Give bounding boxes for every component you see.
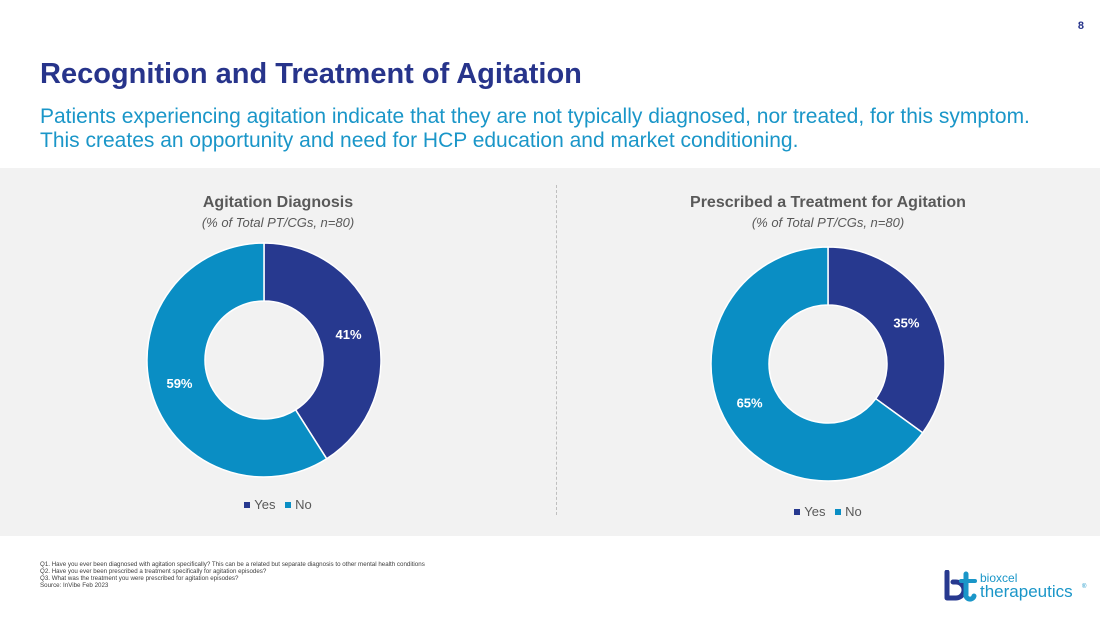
donut-slice-no — [146, 242, 328, 478]
page-subtitle: Patients experiencing agitation indicate… — [40, 105, 1030, 152]
legend-label-yes: Yes — [254, 497, 276, 512]
page-title: Recognition and Treatment of Agitation — [40, 58, 582, 90]
data-label-no: 59% — [166, 376, 192, 391]
chart-divider — [556, 185, 557, 515]
chart-title: Prescribed a Treatment for Agitation — [690, 194, 966, 211]
chart-subtitle: (% of Total PT/CGs, n=80) — [751, 215, 905, 230]
chart-prescribed-treatment: Prescribed a Treatment for Agitation (% … — [556, 168, 1100, 536]
chart-legend: Yes No — [0, 497, 556, 512]
donut-slice-yes — [827, 246, 946, 434]
data-label-yes: 41% — [335, 327, 361, 342]
legend-item-no: No — [285, 497, 312, 512]
logo-registered-mark: ® — [1082, 584, 1087, 590]
chart-legend: Yes No — [556, 504, 1100, 519]
donut-slice-no — [710, 246, 924, 482]
legend-label-no: No — [845, 504, 862, 519]
logo-text-bioxcel: bioxcel — [980, 571, 1018, 585]
donut-slice-yes — [263, 242, 382, 460]
data-label-no: 65% — [737, 395, 763, 410]
footnote-q1: Q1. Have you ever been diagnosed with ag… — [40, 561, 425, 568]
legend-swatch-no — [835, 508, 842, 515]
legend-swatch-no — [285, 501, 292, 508]
footnote-q3: Q3. What was the treatment you were pres… — [40, 575, 239, 582]
page-number: 8 — [1077, 20, 1084, 32]
donut-chart: 41% 59% — [146, 242, 382, 478]
footnotes: Q1. Have you ever been diagnosed with ag… — [40, 561, 740, 589]
legend-label-yes: Yes — [804, 504, 826, 519]
chart-title: Agitation Diagnosis — [202, 194, 354, 211]
chart-subtitle: (% of Total PT/CGs, n=80) — [201, 215, 355, 230]
legend-item-no: No — [835, 504, 862, 519]
legend-label-no: No — [295, 497, 312, 512]
chart-panel: Agitation Diagnosis (% of Total PT/CGs, … — [0, 168, 1100, 536]
donut-chart: 35% 65% — [710, 246, 946, 482]
legend-swatch-yes — [244, 501, 251, 508]
legend-item-yes: Yes — [794, 504, 825, 519]
footnote-source: Source: InVibe Feb 2023 — [40, 582, 109, 589]
legend-item-yes: Yes — [244, 497, 275, 512]
footnote-q2: Q2. Have you ever been prescribed a trea… — [40, 568, 267, 575]
data-label-yes: 35% — [893, 315, 919, 330]
chart-agitation-diagnosis: Agitation Diagnosis (% of Total PT/CGs, … — [0, 168, 556, 536]
logo-bt-icon — [944, 570, 977, 602]
logo-text-therapeutics: therapeutics — [980, 582, 1073, 601]
company-logo: bioxcel therapeutics ® — [944, 568, 1089, 604]
legend-swatch-yes — [794, 508, 801, 515]
